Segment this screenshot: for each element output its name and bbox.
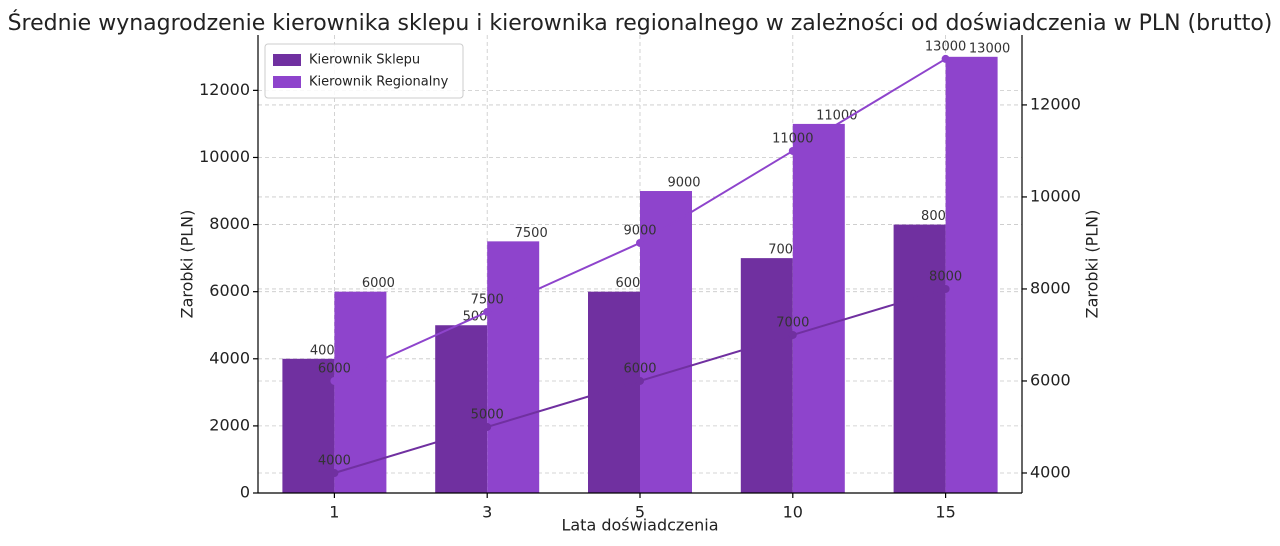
line-point: [483, 307, 492, 316]
line-value-label: 7000: [776, 315, 809, 330]
legend-box: [264, 43, 464, 99]
y2-tick-label: 10000: [1030, 186, 1081, 205]
line-point: [941, 284, 950, 293]
y2-tick-label: 8000: [1030, 278, 1071, 297]
y2-axis-label: Zarobki (PLN): [1083, 210, 1102, 319]
legend-label: Kierownik Regionalny: [309, 75, 449, 90]
legend-swatch: [273, 54, 301, 66]
line-point: [788, 330, 797, 339]
y-tick-label: 12000: [199, 80, 250, 99]
bar: [588, 291, 640, 493]
line-value-label: 4000: [318, 453, 351, 468]
x-tick-label: 3: [482, 503, 492, 522]
y-tick-label: 2000: [209, 415, 250, 434]
y2-tick-label: 12000: [1030, 94, 1081, 113]
line-point: [330, 468, 339, 477]
line-point: [941, 54, 950, 63]
y-tick-label: 0: [240, 483, 250, 502]
x-tick-label: 5: [635, 503, 645, 522]
line-point: [483, 422, 492, 431]
y-tick-label: 6000: [209, 281, 250, 300]
legend-label: Kierownik Sklepu: [309, 53, 420, 68]
line-point: [636, 238, 644, 247]
x-tick-label: 10: [783, 503, 803, 522]
bar-value-label: 7500: [515, 226, 548, 241]
line-value-label: 7500: [471, 292, 504, 307]
bar: [640, 191, 692, 493]
x-axis-label: Lata doświadczenia: [561, 516, 718, 535]
bar: [945, 56, 998, 494]
line-point: [788, 146, 797, 155]
y-axis-label: Zarobki (PLN): [178, 210, 197, 319]
legend: Kierownik Sklepu Kierownik Regionalny: [264, 43, 464, 99]
line-value-label: 8000: [929, 269, 962, 284]
chart-title: Średnie wynagrodzenie kierownika sklepu …: [8, 10, 1273, 36]
bar: [487, 241, 540, 493]
bar-value-label: 9000: [667, 176, 700, 191]
line-value-label: 11000: [772, 131, 813, 146]
line-value-label: 5000: [471, 407, 504, 422]
bar: [282, 358, 335, 493]
y-tick-label: 10000: [199, 147, 250, 166]
line-value-label: 6000: [318, 361, 351, 376]
bar: [435, 325, 488, 493]
y-tick-label: 8000: [209, 214, 250, 233]
line-value-label: 9000: [623, 223, 656, 238]
y2-tick-label: 4000: [1030, 462, 1071, 481]
x-tick-label: 1: [329, 503, 339, 522]
bar: [740, 258, 793, 493]
line-point: [636, 376, 644, 385]
bar-value-label: 13000: [969, 41, 1010, 56]
legend-swatch: [273, 76, 301, 88]
line-value-label: 6000: [623, 361, 656, 376]
y-tick-label: 4000: [209, 348, 250, 367]
line-point: [330, 376, 339, 385]
x-tick-label: 15: [935, 503, 955, 522]
line-value-label: 13000: [925, 39, 966, 54]
bar: [893, 224, 946, 494]
bar-value-label: 6000: [362, 276, 395, 291]
bar-value-label: 11000: [816, 108, 857, 123]
bar: [792, 123, 845, 494]
y2-tick-label: 6000: [1030, 370, 1071, 389]
